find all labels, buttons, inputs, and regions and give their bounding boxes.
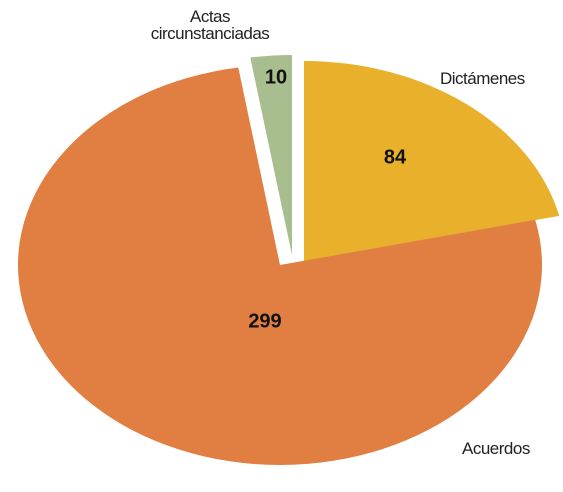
pie-slice — [250, 55, 292, 255]
pie-slice — [18, 67, 543, 465]
pie-slice — [304, 61, 560, 261]
value-label: 84 — [383, 146, 407, 169]
category-label: Acuerdos — [462, 439, 530, 458]
value-label: 10 — [264, 66, 288, 89]
value-label: 299 — [248, 310, 282, 333]
category-label: Actas circunstanciadas — [150, 7, 270, 43]
category-label: Dictámenes — [440, 69, 525, 88]
